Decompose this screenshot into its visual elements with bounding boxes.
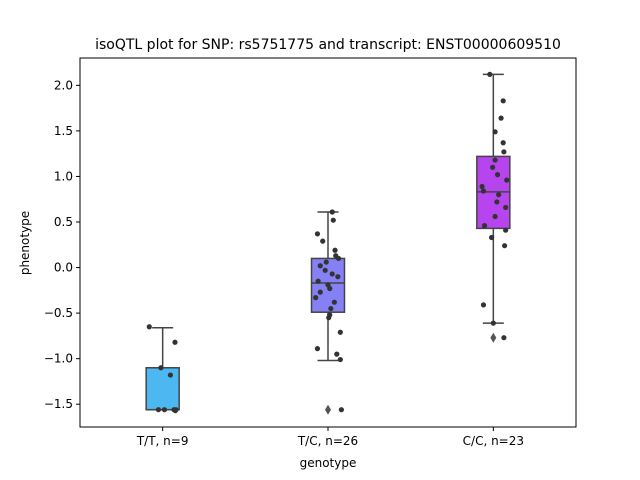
data-point bbox=[314, 231, 321, 237]
data-point bbox=[498, 115, 504, 121]
y-axis: −1.5 −1.0 −0.5 0.0 0.5 1.0 1.5 2.0 bbox=[44, 78, 80, 411]
x-tick-label: T/T, n=9 bbox=[136, 434, 189, 448]
data-point bbox=[158, 365, 164, 371]
x-axis: T/T, n=9 T/C, n=26 C/C, n=23 bbox=[136, 427, 524, 448]
data-point bbox=[492, 213, 498, 220]
data-point bbox=[337, 329, 343, 335]
data-point bbox=[322, 267, 328, 273]
data-point bbox=[167, 372, 174, 378]
data-point bbox=[328, 305, 334, 312]
data-point bbox=[320, 238, 326, 244]
y-tick-label: 0.0 bbox=[54, 261, 73, 275]
data-point bbox=[490, 164, 496, 170]
data-point bbox=[334, 351, 340, 357]
data-point bbox=[173, 407, 179, 413]
data-point bbox=[313, 295, 319, 301]
box-group bbox=[310, 209, 346, 415]
y-tick-label: −1.0 bbox=[44, 352, 73, 366]
data-point bbox=[490, 320, 496, 326]
data-point bbox=[492, 129, 498, 135]
data-point bbox=[335, 255, 342, 262]
data-point bbox=[501, 335, 507, 341]
data-point bbox=[501, 149, 507, 155]
y-tick-label: 0.5 bbox=[54, 215, 73, 229]
outlier-marker bbox=[325, 404, 331, 415]
data-point bbox=[500, 140, 506, 146]
data-point bbox=[501, 243, 508, 249]
data-point bbox=[480, 302, 487, 308]
y-tick-label: 1.5 bbox=[54, 124, 73, 138]
data-point bbox=[327, 285, 333, 292]
outlier-marker bbox=[490, 332, 497, 343]
data-point bbox=[503, 204, 509, 211]
iqr-box bbox=[145, 367, 180, 411]
data-point bbox=[315, 278, 321, 284]
x-axis-label: genotype bbox=[300, 456, 357, 470]
data-point bbox=[326, 315, 332, 321]
y-tick-label: −1.5 bbox=[44, 397, 73, 411]
chart-title: isoQTL plot for SNP: rs5751775 and trans… bbox=[95, 37, 561, 53]
data-point bbox=[492, 157, 498, 163]
box-group bbox=[476, 71, 511, 343]
y-tick-label: 2.0 bbox=[54, 78, 73, 92]
data-point bbox=[161, 407, 168, 413]
data-point bbox=[317, 289, 323, 295]
y-tick-label: 1.0 bbox=[54, 169, 73, 183]
data-point bbox=[329, 209, 335, 215]
data-point bbox=[335, 274, 341, 280]
data-point bbox=[155, 407, 162, 413]
data-point bbox=[503, 227, 509, 233]
data-point bbox=[494, 199, 500, 205]
data-point bbox=[146, 324, 152, 330]
x-tick-label: C/C, n=23 bbox=[463, 434, 524, 448]
data-point bbox=[504, 177, 510, 183]
data-point bbox=[479, 183, 485, 190]
data-point bbox=[481, 223, 488, 229]
data-point bbox=[317, 263, 323, 269]
data-point bbox=[496, 192, 502, 198]
data-point bbox=[314, 346, 321, 352]
data-point bbox=[331, 299, 337, 305]
x-tick-label: T/C, n=26 bbox=[297, 434, 358, 448]
data-point bbox=[323, 259, 329, 265]
data-point bbox=[480, 188, 487, 194]
data-point bbox=[494, 172, 501, 178]
data-point bbox=[332, 247, 338, 253]
data-point bbox=[338, 407, 344, 413]
plot-area bbox=[145, 71, 511, 415]
data-point bbox=[337, 356, 343, 363]
y-tick-label: −0.5 bbox=[44, 306, 73, 320]
data-point bbox=[500, 98, 506, 104]
y-axis-label: phenotype bbox=[18, 211, 32, 275]
data-point bbox=[330, 217, 336, 223]
data-point bbox=[488, 234, 495, 241]
data-point bbox=[329, 271, 335, 277]
box-group bbox=[145, 324, 180, 414]
data-point bbox=[172, 339, 178, 345]
data-point bbox=[487, 71, 493, 77]
